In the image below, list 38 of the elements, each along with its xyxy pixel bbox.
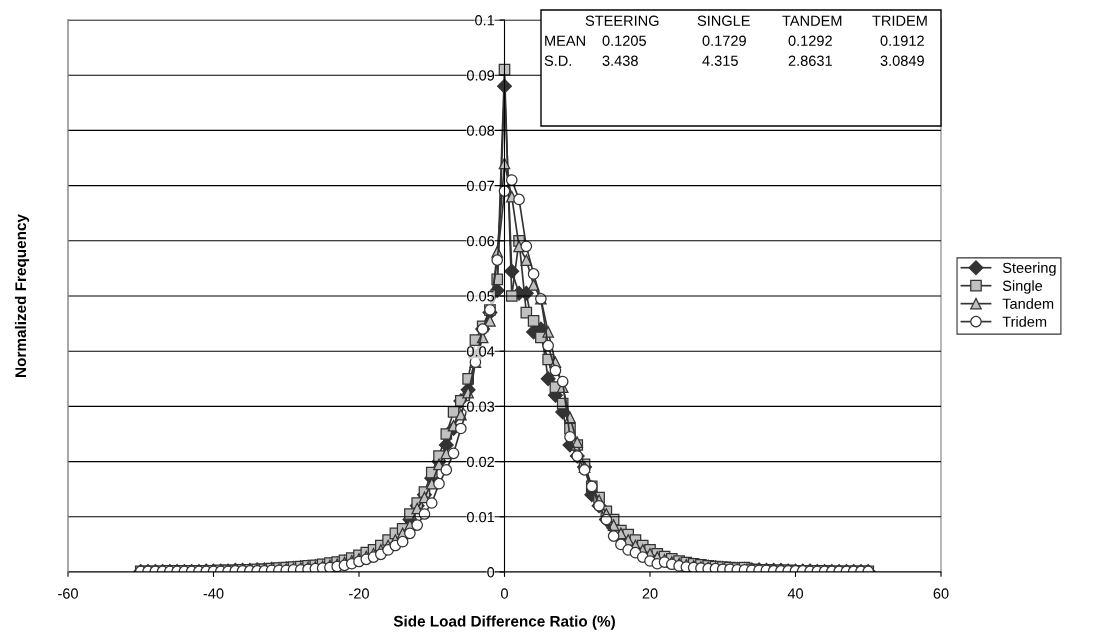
annotation: 4.315 [702, 55, 738, 66]
annotation: 0.1292 [788, 35, 832, 46]
annotation: 2.8631 [788, 55, 832, 66]
annotation: STEERING [585, 15, 659, 26]
x-tick-label: 40 [787, 588, 804, 599]
annotation: 0.1729 [702, 35, 746, 46]
annotation: 3.438 [602, 55, 638, 66]
annotation: S.D. [544, 55, 572, 66]
annotation: 0.1912 [880, 35, 924, 46]
x-tick-label: 0 [501, 588, 508, 599]
annotation: TRIDEM [872, 15, 927, 26]
x-tick-label: 60 [933, 588, 949, 599]
legend-label: Single [1002, 280, 1043, 294]
y-tick-label: 0.07 [466, 180, 495, 192]
y-tick-label: 0.1 [475, 15, 495, 26]
annotation: 3.0849 [880, 55, 924, 66]
x-tick-label: -60 [58, 588, 78, 599]
annotation: 0.1205 [602, 35, 646, 46]
y-tick-label: 0.09 [466, 70, 495, 81]
y-tick-label: 0.04 [466, 346, 495, 357]
legend-label: Tandem [1002, 298, 1054, 309]
legend-label: Tridem [1002, 316, 1047, 327]
annotation: SINGLE [697, 15, 750, 26]
y-tick-label: 0 [487, 567, 495, 578]
y-tick-label: 0.01 [466, 511, 495, 523]
y-tick-label: 0.06 [466, 235, 495, 247]
y-tick-label: 0.02 [466, 456, 495, 468]
y-tick-label: 0.03 [466, 401, 495, 412]
x-axis-title: Side Load Difference Ratio (%) [393, 615, 615, 630]
annotation: MEAN [545, 35, 585, 46]
y-axis-title: Normalized Frequency [14, 214, 30, 377]
x-tick-label: -20 [349, 588, 369, 599]
y-tick-label: 0.05 [466, 291, 495, 302]
x-tick-label: 20 [642, 588, 658, 599]
x-tick-label: -40 [203, 588, 224, 599]
annotation: TANDEM [782, 15, 842, 26]
legend-label: Steering [1002, 262, 1056, 276]
y-tick-label: 0.08 [466, 125, 495, 136]
